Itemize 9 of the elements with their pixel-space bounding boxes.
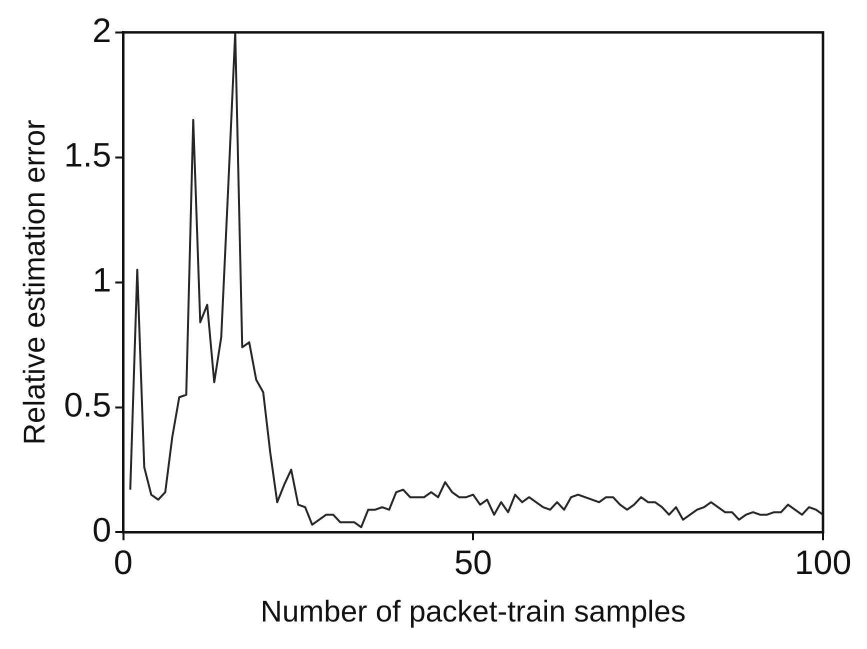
x-axis-title: Number of packet-train samples (260, 595, 686, 628)
y-tick-label: 1.5 (64, 136, 112, 175)
y-tick-label: 0.5 (64, 386, 112, 425)
y-tick-label: 1 (92, 262, 112, 300)
y-tick-label: 0 (92, 512, 112, 550)
y-tick-label: 2 (92, 12, 112, 50)
y-axis-title: Relative estimation error (18, 120, 52, 445)
x-tick-label: 100 (794, 544, 852, 582)
x-tick-label: 50 (454, 544, 492, 582)
